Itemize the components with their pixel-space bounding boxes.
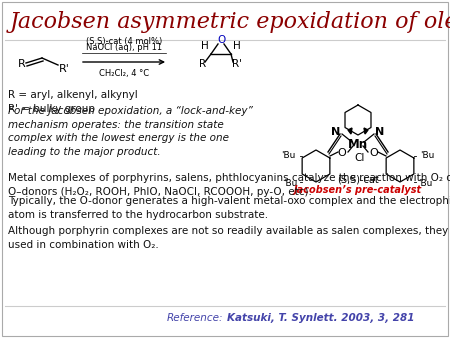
Text: Although porphyrin complexes are not so readily available as salen complexes, th: Although porphyrin complexes are not so … — [8, 226, 450, 249]
Text: Metal complexes of porphyrins, salens, phthlocyanins catalyze the reaction with : Metal complexes of porphyrins, salens, p… — [8, 173, 450, 197]
Text: Mn: Mn — [348, 138, 368, 150]
Text: O: O — [369, 148, 378, 158]
Text: Katsuki, T. Synlett. 2003, 3, 281: Katsuki, T. Synlett. 2003, 3, 281 — [227, 313, 414, 323]
FancyBboxPatch shape — [2, 2, 448, 336]
Text: 'Bu: 'Bu — [418, 179, 432, 189]
Text: 'Bu: 'Bu — [420, 151, 434, 161]
Polygon shape — [364, 128, 368, 134]
Text: H: H — [201, 41, 209, 51]
Text: O: O — [217, 35, 225, 45]
Text: NaOCl (aq), pH 11: NaOCl (aq), pH 11 — [86, 43, 162, 52]
Text: O: O — [338, 148, 346, 158]
Text: H: H — [233, 41, 241, 51]
Text: Jacobsen’s pre-catalyst: Jacobsen’s pre-catalyst — [294, 185, 422, 195]
Text: (S,S)-cat: (S,S)-cat — [337, 175, 379, 185]
Text: Jacobsen asymmetric epoxidation of olefins: Jacobsen asymmetric epoxidation of olefi… — [10, 11, 450, 33]
Text: CH₂Cl₂, 4 °C: CH₂Cl₂, 4 °C — [99, 69, 149, 78]
Text: R: R — [199, 59, 207, 69]
Text: 'Bu: 'Bu — [282, 151, 296, 161]
Text: R': R' — [232, 59, 242, 69]
Text: Typically, the O-donor generates a high-valent metal-oxo complex and the electro: Typically, the O-donor generates a high-… — [8, 196, 450, 220]
Text: Reference:: Reference: — [166, 313, 223, 323]
Text: For the Jacobsen epoxidation, a “lock-and-key”
mechanism operates: the transitio: For the Jacobsen epoxidation, a “lock-an… — [8, 106, 253, 157]
Text: R': R' — [59, 64, 70, 74]
Text: 'Bu: 'Bu — [284, 179, 298, 189]
Polygon shape — [348, 128, 352, 134]
Text: R = aryl, alkenyl, alkynyl
R' = bulky group: R = aryl, alkenyl, alkynyl R' = bulky gr… — [8, 90, 138, 114]
Text: N: N — [331, 127, 341, 137]
Text: Cl: Cl — [355, 153, 365, 163]
Text: (S,S)-cat (4 mol%): (S,S)-cat (4 mol%) — [86, 37, 162, 46]
Text: R: R — [18, 59, 26, 69]
Text: N: N — [375, 127, 385, 137]
